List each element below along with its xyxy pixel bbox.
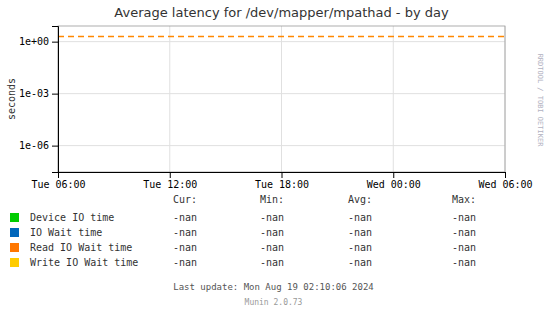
legend-value: -nan — [260, 227, 284, 238]
legend-label: IO Wait time — [30, 227, 102, 238]
legend-value: -nan — [173, 227, 197, 238]
y-tick-mark — [52, 146, 58, 147]
legend-label: Write IO Wait time — [30, 257, 138, 268]
watermark: RRDTOOL / TOBI OETIKER — [536, 54, 544, 148]
legend-value: -nan — [260, 212, 284, 223]
x-tick: Wed 00:00 — [367, 172, 421, 190]
legend-value: -nan — [173, 257, 197, 268]
legend-swatch — [10, 213, 19, 222]
x-tick: Tue 06:00 — [31, 172, 85, 190]
y-axis: 1e-06 1e-03 1e+00 — [19, 27, 59, 173]
legend-label: Device IO time — [30, 212, 114, 223]
y-tick: 1e-06 — [19, 140, 58, 151]
reference-line — [58, 36, 505, 38]
legend: Cur: Min: Avg: Max: Device IO time -nan -nan -n… — [10, 194, 476, 268]
x-tick-label: Wed 06:00 — [478, 179, 532, 190]
legend-value: -nan — [348, 242, 372, 253]
plot-frame — [58, 26, 505, 172]
x-tick-label: Wed 00:00 — [367, 179, 421, 190]
legend-header: Max: — [452, 194, 476, 205]
legend-value: -nan — [348, 227, 372, 238]
plot-area — [58, 36, 505, 37]
y-tick-label: 1e-03 — [19, 88, 49, 99]
x-tick-label: Tue 06:00 — [31, 179, 85, 190]
legend-value: -nan — [452, 242, 476, 253]
chart: Tue 06:00 Tue 12:00 Tue 18:00 Wed 00:00 Wed … — [0, 0, 547, 311]
x-axis-line — [59, 173, 506, 179]
y-tick-mark — [52, 94, 58, 95]
x-tick-mark — [393, 172, 394, 178]
x-tick: Tue 18:00 — [255, 172, 309, 190]
title: Average latency for /dev/mapper/mpathad … — [114, 5, 449, 20]
last-update: Last update: Mon Aug 19 02:10:06 2024 — [173, 282, 373, 292]
x-tick-label: Tue 18:00 — [255, 179, 309, 190]
legend-swatch — [10, 243, 19, 252]
x-tick-label: Tue 12:00 — [143, 179, 197, 190]
legend-value: -nan — [348, 257, 372, 268]
y-tick-label: 1e-06 — [19, 140, 49, 151]
x-tick: Tue 12:00 — [143, 172, 197, 190]
legend-value: -nan — [260, 242, 284, 253]
legend-value: -nan — [260, 257, 284, 268]
grid — [58, 26, 505, 172]
x-tick-mark — [505, 172, 506, 178]
x-axis: Tue 06:00 Tue 12:00 Tue 18:00 Wed 00:00 Wed … — [31, 172, 532, 190]
x-tick-mark — [282, 172, 283, 178]
version: Munin 2.0.73 — [245, 298, 303, 307]
legend-value: -nan — [173, 212, 197, 223]
legend-header: Min: — [260, 194, 284, 205]
legend-value: -nan — [452, 257, 476, 268]
legend-label: Read IO Wait time — [30, 242, 132, 253]
legend-header: Avg: — [348, 194, 372, 205]
y-axis-line — [52, 27, 59, 173]
legend-value: -nan — [173, 242, 197, 253]
legend-swatch — [10, 228, 19, 237]
y-tick-label: 1e+00 — [19, 36, 49, 47]
x-tick: Wed 06:00 — [478, 172, 532, 190]
legend-header: Cur: — [173, 194, 197, 205]
x-grid-line — [393, 26, 394, 172]
x-tick-mark — [170, 172, 171, 178]
x-grid-line — [281, 26, 282, 172]
y-tick: 1e-03 — [19, 88, 58, 99]
legend-value: -nan — [452, 212, 476, 223]
x-grid-line — [169, 26, 170, 172]
y-tick-mark — [52, 42, 58, 43]
legend-value: -nan — [348, 212, 372, 223]
y-tick: 1e+00 — [19, 36, 58, 47]
legend-value: -nan — [452, 227, 476, 238]
y-axis-title: seconds — [6, 78, 17, 120]
legend-swatch — [10, 258, 19, 267]
